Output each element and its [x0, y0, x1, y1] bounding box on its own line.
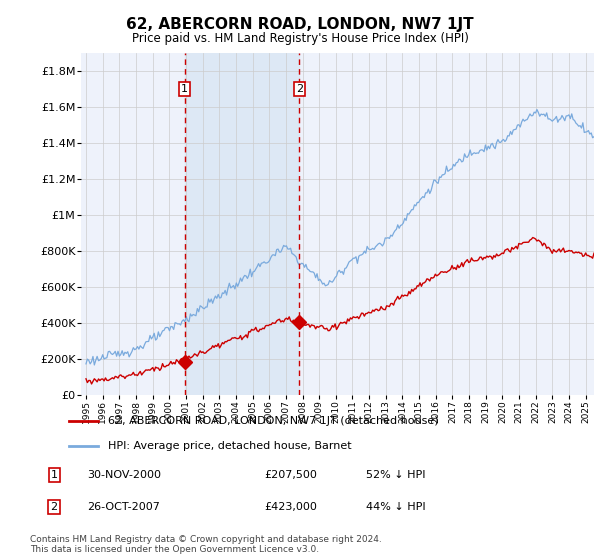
Text: Price paid vs. HM Land Registry's House Price Index (HPI): Price paid vs. HM Land Registry's House … — [131, 32, 469, 45]
Text: 30-NOV-2000: 30-NOV-2000 — [87, 470, 161, 480]
Text: 62, ABERCORN ROAD, LONDON, NW7 1JT (detached house): 62, ABERCORN ROAD, LONDON, NW7 1JT (deta… — [108, 417, 439, 427]
Text: 1: 1 — [181, 84, 188, 94]
Text: 2: 2 — [296, 84, 303, 94]
Text: Contains HM Land Registry data © Crown copyright and database right 2024.
This d: Contains HM Land Registry data © Crown c… — [30, 535, 382, 554]
Text: 52% ↓ HPI: 52% ↓ HPI — [366, 470, 425, 480]
Text: £207,500: £207,500 — [264, 470, 317, 480]
Bar — [185, 53, 299, 395]
Text: 1: 1 — [50, 470, 58, 480]
Text: £423,000: £423,000 — [264, 502, 317, 512]
Text: 62, ABERCORN ROAD, LONDON, NW7 1JT: 62, ABERCORN ROAD, LONDON, NW7 1JT — [126, 17, 474, 32]
Text: 2: 2 — [50, 502, 58, 512]
Text: HPI: Average price, detached house, Barnet: HPI: Average price, detached house, Barn… — [108, 441, 352, 451]
Text: 44% ↓ HPI: 44% ↓ HPI — [366, 502, 425, 512]
Text: 26-OCT-2007: 26-OCT-2007 — [87, 502, 160, 512]
